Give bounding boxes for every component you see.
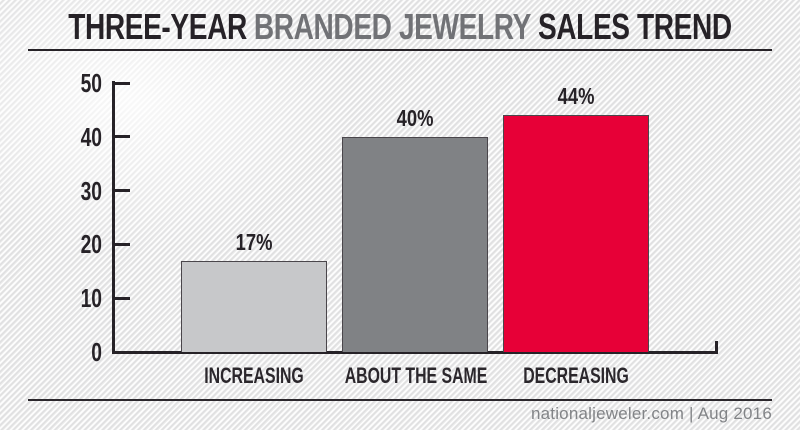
y-tick-mark	[114, 135, 130, 139]
footer-credit: nationaljeweler.com | Aug 2016	[530, 404, 772, 423]
category-label-decreasing: DECREASING	[523, 363, 629, 388]
page-title: THREE-YEAR BRANDED JEWELRY SALES TREND	[68, 6, 732, 47]
bar-increasing	[181, 260, 327, 352]
bar-about-the-same	[342, 136, 488, 352]
title-part-dark-2: SALES TREND	[537, 6, 732, 47]
y-tick-label: 50	[80, 68, 102, 98]
y-tick-label: 20	[80, 229, 102, 260]
title-part-gray: BRANDED JEWELRY	[253, 6, 531, 47]
bar-group-increasing: 17%	[181, 82, 327, 352]
y-tick-mark	[114, 81, 130, 85]
footer-divider	[28, 399, 772, 401]
y-tick-label: 40	[80, 121, 102, 152]
title-part-dark-1: THREE-YEAR	[68, 6, 247, 47]
category-label-about-the-same: ABOUT THE SAME	[344, 363, 488, 388]
title-divider	[28, 49, 772, 51]
y-tick-mark	[114, 242, 130, 246]
x-axis-end-tick	[715, 341, 718, 352]
bar-decreasing	[503, 115, 649, 352]
bar-value-label-decreasing: 44%	[557, 83, 595, 110]
y-tick-label: 0	[91, 337, 102, 367]
x-axis-line	[112, 351, 718, 354]
bar-group-decreasing: 44%	[503, 82, 649, 352]
bar-group-about-the-same: 40%	[342, 82, 488, 352]
category-label-increasing: INCREASING	[204, 363, 304, 388]
bar-value-label-about-the-same: 40%	[396, 104, 434, 131]
bar-value-label-increasing: 17%	[235, 228, 273, 255]
y-tick-label: 10	[80, 283, 102, 314]
y-axis-line	[112, 81, 115, 353]
y-tick-mark	[114, 296, 130, 300]
y-tick-mark	[114, 189, 130, 193]
y-tick-label: 30	[80, 175, 102, 206]
